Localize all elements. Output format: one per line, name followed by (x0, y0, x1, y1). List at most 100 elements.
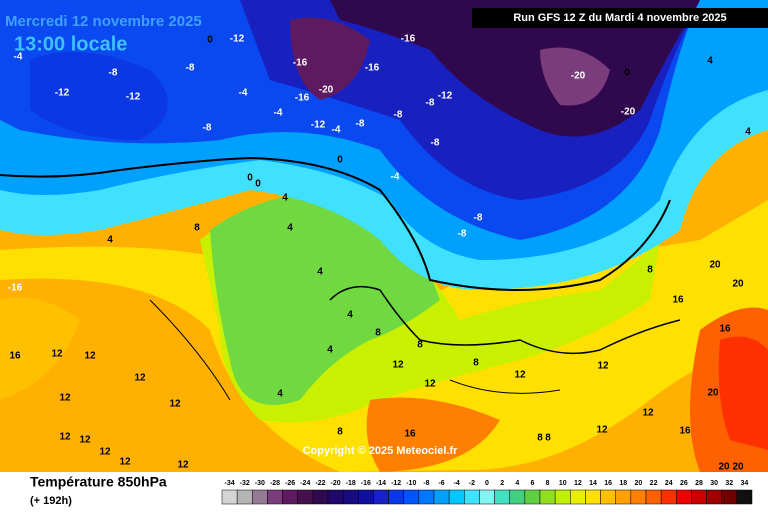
legend-label: -30 (255, 480, 265, 487)
isotherm-label: 8 (337, 427, 343, 438)
isotherm-label: 20 (709, 260, 721, 271)
legend-swatch (570, 489, 586, 505)
isotherm-label: 8 (545, 433, 551, 444)
legend-label: 18 (619, 480, 627, 487)
legend-label: -24 (300, 480, 310, 487)
isotherm-label: -12 (438, 91, 453, 102)
isotherm-label: 8 (375, 328, 381, 339)
isotherm-labels: -4-12 -12-8 -8-120-4-8-4-16-16-20-12 -4-8-1… (8, 16, 751, 473)
isotherm-label: -12 (126, 92, 141, 103)
isotherm-label: 12 (84, 351, 96, 362)
legend-swatch (252, 489, 268, 505)
legend-swatch (630, 489, 647, 505)
legend-label: 10 (559, 480, 567, 487)
isotherm-label: -20 (621, 107, 636, 118)
legend-label: -28 (270, 480, 280, 487)
legend-label: -18 (346, 480, 356, 487)
legend-label: 32 (725, 480, 733, 487)
isotherm-label: 20 (718, 462, 730, 473)
legend-swatch (509, 489, 526, 505)
isotherm-label: 8 (473, 358, 479, 369)
isotherm-label: 12 (642, 408, 654, 419)
isotherm-label: 4 (107, 235, 113, 246)
legend-swatch (448, 489, 465, 505)
isotherm-label: 8 (194, 223, 200, 234)
legend-label: -4 (454, 480, 460, 487)
legend-swatch (236, 489, 253, 505)
isotherm-label: 4 (707, 56, 713, 67)
isotherm-label: 4 (317, 267, 323, 278)
isotherm-label: 16 (9, 351, 21, 362)
isotherm-label: 12 (59, 432, 71, 443)
isotherm-label: 0 (247, 173, 253, 184)
isotherm-label: 0 (337, 155, 343, 166)
legend-swatch (645, 489, 662, 505)
isotherm-label: 12 (99, 447, 111, 458)
legend-swatch (691, 489, 707, 505)
legend-swatch (373, 489, 389, 505)
legend-label: -34 (225, 480, 235, 487)
isotherm-label: 12 (392, 360, 404, 371)
isotherm-label: 16 (672, 295, 684, 306)
isotherm-label: 20 (732, 462, 744, 473)
footer-lead: (+ 192h) (30, 495, 72, 507)
isotherm-label: -4 (332, 125, 341, 136)
isotherm-label: -20 (319, 85, 334, 96)
legend-label: 20 (635, 480, 643, 487)
legend-swatch (403, 489, 420, 505)
legend-label: -14 (376, 480, 386, 487)
legend-label: 34 (741, 480, 749, 487)
legend-label: 8 (546, 480, 550, 487)
legend-label: -22 (315, 480, 325, 487)
legend-swatch (600, 489, 616, 505)
isotherm-label: -4 (274, 108, 283, 119)
legend-swatch (267, 489, 283, 505)
isotherm-label: -8 (474, 213, 483, 224)
legend-label: 16 (604, 480, 612, 487)
isotherm-label: 8 (417, 340, 423, 351)
isotherm-label: -8 (109, 68, 118, 79)
legend-label: 26 (680, 480, 688, 487)
isotherm-label: -16 (8, 283, 23, 294)
isotherm-label: -8 (431, 138, 440, 149)
isotherm-label: -8 (394, 110, 403, 121)
isotherm-label: 0 (255, 179, 261, 190)
isotherm-label: 12 (51, 349, 63, 360)
legend-swatch (615, 489, 632, 505)
isotherm-label: 12 (169, 399, 181, 410)
isotherm-label: -12 (230, 34, 245, 45)
isotherm-label: -12 (55, 88, 70, 99)
legend-label: 2 (500, 480, 504, 487)
legend-swatch (297, 489, 314, 505)
legend-label: -16 (361, 480, 371, 487)
legend-swatch (433, 489, 450, 505)
legend-swatch (494, 489, 510, 505)
legend-swatch (221, 489, 238, 505)
isotherm-label: 20 (707, 388, 719, 399)
legend-label: 24 (665, 480, 673, 487)
legend-label: -2 (469, 480, 475, 487)
legend-swatch (327, 489, 344, 505)
legend-swatch (524, 489, 541, 505)
isotherm-label: 12 (597, 361, 609, 372)
map-background (0, 0, 768, 472)
isotherm-label: 12 (79, 435, 91, 446)
isotherm-label: 4 (287, 223, 293, 234)
isotherm-label: 12 (424, 379, 436, 390)
isotherm-label: 12 (177, 460, 189, 471)
isotherm-label: -12 (311, 120, 326, 131)
isotherm-label: -8 (186, 63, 195, 74)
isotherm-label: 16 (719, 324, 731, 335)
legend-label: 30 (710, 480, 718, 487)
legend-label: -8 (423, 480, 429, 487)
legend-label: 14 (589, 480, 597, 487)
isotherm-label: -8 (356, 119, 365, 130)
isotherm-label: -4 (391, 172, 400, 183)
isotherm-label: -4 (14, 52, 23, 63)
isotherm-label: -8 (426, 98, 435, 109)
isotherm-label: -4 (239, 88, 248, 99)
isotherm-label: 12 (134, 373, 146, 384)
legend-swatch (282, 489, 298, 505)
legend-label: 6 (530, 480, 534, 487)
